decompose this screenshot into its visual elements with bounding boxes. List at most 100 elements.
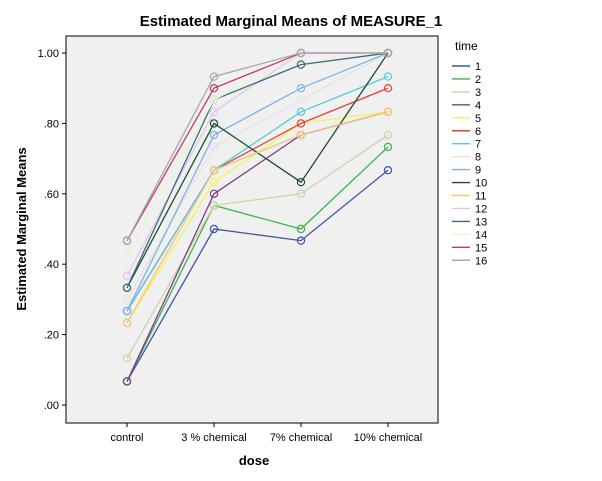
data-point (296, 236, 306, 245)
data-point (209, 201, 219, 210)
data-point (296, 224, 306, 234)
legend-item: 7 (452, 139, 481, 151)
legend-label: 15 (475, 242, 487, 254)
series-line (126, 52, 389, 289)
legend-label: 8 (475, 152, 481, 164)
data-point (209, 142, 219, 152)
data-point (209, 119, 219, 128)
legend-item: 15 (452, 242, 487, 254)
legend-label: 16 (475, 255, 487, 267)
legend-item: 3 (452, 87, 481, 99)
legend-item: 4 (452, 100, 481, 112)
data-point (296, 107, 306, 116)
data-point (296, 83, 306, 93)
series-line (126, 169, 389, 382)
series-line (126, 75, 389, 312)
data-point (383, 48, 393, 58)
data-point (383, 142, 393, 152)
series-3 (122, 130, 393, 363)
legend-item: 10 (452, 178, 487, 190)
x-axis: control 3 % chemical 7% chemical 10% chemic… (110, 423, 422, 444)
series-line (126, 52, 389, 312)
legend-label: 7 (475, 139, 481, 151)
data-point (383, 107, 393, 116)
data-point (209, 189, 219, 198)
y-tick-label: .60 (44, 189, 59, 201)
legend-label: 4 (475, 100, 481, 112)
plot-area (65, 35, 439, 424)
x-tick-label: 10% chemical (354, 432, 422, 444)
y-tick-label: .80 (44, 118, 59, 130)
data-point (383, 72, 393, 81)
legend-item: 16 (452, 255, 487, 267)
x-tick-label: control (110, 432, 143, 444)
legend-item: 6 (452, 126, 481, 138)
legend-label: 1 (475, 61, 481, 73)
data-point (122, 271, 132, 281)
data-point (209, 224, 219, 234)
data-point (296, 119, 306, 128)
x-tick-label: 3 % chemical (181, 432, 246, 444)
legend-item: 2 (452, 74, 481, 86)
data-point (122, 353, 132, 363)
data-point (296, 130, 306, 140)
data-point (122, 306, 132, 316)
x-axis-title: dose (239, 453, 269, 468)
legend-item: 14 (452, 229, 487, 241)
data-point (383, 130, 393, 140)
legend-item: 12 (452, 203, 487, 215)
legend-item: 8 (452, 152, 481, 164)
series-line (126, 146, 389, 382)
data-point (122, 377, 132, 386)
y-tick-label: .00 (44, 400, 59, 412)
legend-label: 9 (475, 165, 481, 177)
data-point (383, 83, 393, 93)
y-tick-label: .20 (44, 330, 59, 342)
legend-label: 12 (475, 203, 487, 215)
data-point (209, 177, 219, 187)
y-axis: .00 .20 .40 .60 .80 1.00 (38, 48, 66, 412)
data-point (209, 95, 219, 105)
legend-item: 11 (452, 191, 486, 203)
y-tick-label: .40 (44, 259, 59, 271)
data-point (122, 295, 132, 304)
data-point (122, 236, 132, 245)
series-9 (122, 48, 393, 316)
data-point (209, 107, 219, 116)
series-layer (122, 48, 393, 386)
x-tick-label: 7% chemical (270, 432, 332, 444)
legend-label: 14 (475, 229, 487, 241)
legend-label: 13 (475, 216, 487, 228)
data-point (209, 83, 219, 93)
data-point (122, 248, 132, 257)
data-point (122, 318, 132, 328)
series-16 (122, 48, 393, 245)
data-point (122, 283, 132, 292)
legend-title: time (455, 39, 478, 53)
data-point (209, 72, 219, 81)
series-11 (122, 107, 393, 328)
legend-label: 10 (475, 178, 487, 190)
data-point (383, 166, 393, 175)
legend-item: 13 (452, 216, 487, 228)
data-point (296, 48, 306, 58)
data-point (209, 130, 219, 140)
legend-label: 2 (475, 74, 481, 86)
legend-item: 5 (452, 113, 481, 125)
series-line (126, 111, 389, 324)
legend-item: 9 (452, 165, 481, 177)
y-tick-label: 1.00 (38, 48, 59, 60)
legend-label: 6 (475, 126, 481, 138)
legend-label: 5 (475, 113, 481, 125)
data-point (209, 166, 219, 175)
chart-title: Estimated Marginal Means of MEASURE_1 (140, 13, 443, 30)
y-axis-title: Estimated Marginal Means (14, 147, 29, 310)
legend-label: 3 (475, 87, 481, 99)
legend-item: 1 (452, 61, 481, 73)
legend-label: 11 (475, 191, 486, 203)
data-point (296, 189, 306, 198)
data-point (296, 95, 306, 105)
series-line (126, 52, 388, 241)
